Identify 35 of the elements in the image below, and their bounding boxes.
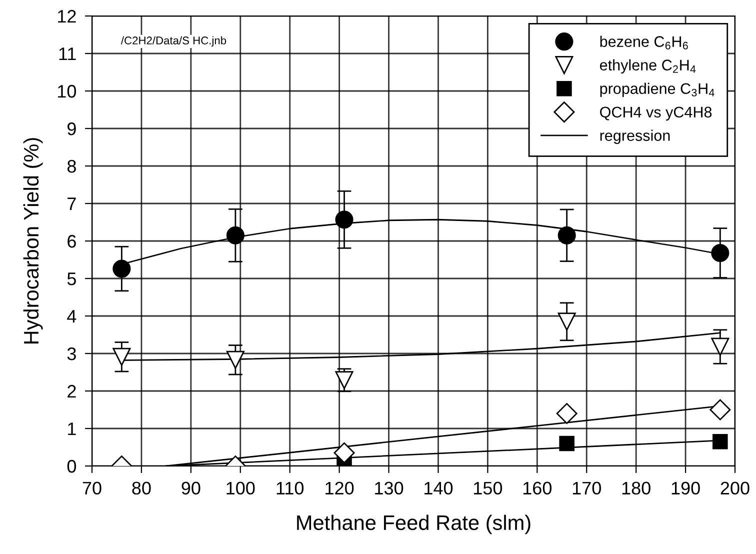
x-tick-label: 200: [720, 482, 750, 495]
y-tick-label: 1: [68, 422, 76, 436]
legend-label: QCH4 vs yC4H8: [600, 106, 712, 121]
x-tick-label: 120: [326, 482, 354, 495]
y-tick-label: 12: [58, 10, 76, 23]
y-tick-label: 7: [68, 198, 76, 210]
y-tick-label: 4: [67, 310, 76, 323]
y-tick-label: 8: [67, 160, 76, 173]
y-tick-label: 5: [67, 272, 76, 286]
legend-label: regression: [600, 130, 670, 144]
legend-label: bezene C$_{6}$H$_{6}$: [600, 36, 688, 50]
y-tick-label: 0: [67, 460, 76, 473]
x-tick-label: 70: [82, 482, 102, 495]
x-tick-label: 90: [182, 482, 200, 495]
x-tick-label: 180: [622, 482, 650, 495]
x-tick-label: 190: [672, 482, 700, 495]
y-tick-label: 10: [58, 84, 76, 98]
annotation: /C2H2/Data/S HC.jnb: [120, 36, 226, 47]
y-tick-label: 11: [59, 48, 76, 60]
y-tick-label: 3: [67, 347, 76, 360]
y-tick-label: 2: [68, 384, 76, 398]
x-tick-label: 80: [132, 482, 151, 495]
legend-label: propadiene C$_{3}$H$_{4}$: [600, 82, 714, 98]
legend-label: ethylene C$_{2}$H$_{4}$: [600, 59, 696, 74]
x-axis-title: Methane Feed Rate (slm): [297, 514, 530, 534]
y-tick-label: 9: [68, 122, 76, 136]
x-tick-label: 110: [276, 482, 304, 495]
x-tick-label: 100: [226, 482, 255, 495]
y-axis-title: Hydrocarbon Yield (%): [23, 138, 43, 344]
x-tick-label: 160: [523, 482, 552, 495]
x-tick-label: 140: [424, 482, 453, 495]
x-tick-label: 130: [375, 482, 404, 495]
x-tick-label: 170: [572, 482, 601, 495]
y-tick-label: 6: [68, 234, 76, 248]
x-tick-label: 150: [474, 482, 502, 495]
